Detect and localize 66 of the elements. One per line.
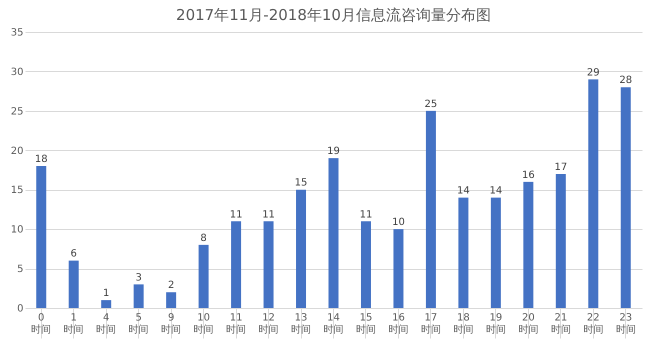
data-label: 10 xyxy=(392,217,405,228)
bar xyxy=(296,190,306,308)
data-label: 18 xyxy=(34,154,48,166)
bar xyxy=(68,260,79,308)
data-label: 25 xyxy=(424,98,438,110)
x-tick-label: 23 时间 xyxy=(616,312,636,336)
data-label: 1 xyxy=(102,288,110,300)
x-tick-label: 14 时间 xyxy=(324,312,344,336)
data-label: 2 xyxy=(168,280,174,292)
data-label: 14 xyxy=(490,186,502,197)
bar xyxy=(556,174,566,308)
x-tick-label: 0 时间 xyxy=(31,312,52,336)
x-tick-label: 21 时间 xyxy=(550,312,571,336)
bar xyxy=(36,166,46,308)
x-tick-label: 17 时间 xyxy=(420,312,441,336)
y-tick-label: 10 xyxy=(10,224,24,236)
x-tick-label: 1 时间 xyxy=(64,312,84,336)
x-tick-label: 12 时间 xyxy=(258,312,279,336)
bar xyxy=(458,198,468,308)
y-tick-label: 35 xyxy=(10,28,24,38)
x-tick-label: 20 时间 xyxy=(518,312,538,336)
bar xyxy=(588,79,598,308)
x-tick-label: 10 时间 xyxy=(194,312,214,336)
x-tick-label: 11 时间 xyxy=(226,312,246,336)
bar xyxy=(231,221,242,308)
x-tick-label: 5 时间 xyxy=(128,312,149,336)
data-label: 29 xyxy=(586,67,600,78)
bar xyxy=(620,87,631,308)
bar xyxy=(264,221,274,308)
x-tick-label: 22 时间 xyxy=(583,312,604,336)
x-tick-label: 9 时间 xyxy=(161,312,182,336)
bar xyxy=(490,198,501,308)
bar xyxy=(360,221,371,308)
bar xyxy=(393,229,404,308)
data-label: 16 xyxy=(522,170,535,181)
data-label: 11 xyxy=(360,209,372,220)
bar xyxy=(328,158,338,308)
x-tick-label: 4 时间 xyxy=(96,312,116,336)
y-tick-label: 0 xyxy=(17,304,24,314)
data-label: 8 xyxy=(200,232,207,244)
x-tick-label: 18 时间 xyxy=(453,312,474,336)
y-tick-label: 30 xyxy=(10,66,24,78)
data-label: 17 xyxy=(554,162,568,173)
data-label: 3 xyxy=(135,272,142,284)
bar xyxy=(523,182,534,308)
chart-title: 2017年11月-2018年10月信息流咨询量分布图 xyxy=(176,6,491,24)
data-label: 15 xyxy=(294,178,308,189)
data-label: 11 xyxy=(262,209,275,220)
x-tick-label: 19 时间 xyxy=(486,312,506,336)
data-label: 28 xyxy=(619,75,632,86)
y-tick-label: 5 xyxy=(17,264,24,276)
y-tick-label: 15 xyxy=(10,185,24,196)
data-label: 19 xyxy=(327,146,340,158)
bar xyxy=(101,300,112,308)
data-label: 14 xyxy=(457,186,470,197)
x-tick-label: 13 时间 xyxy=(291,312,312,336)
bar xyxy=(166,292,176,308)
bar xyxy=(426,110,436,308)
data-label: 11 xyxy=(230,209,242,220)
bar xyxy=(198,244,209,308)
y-tick-label: 20 xyxy=(10,146,24,157)
x-tick-label: 15 时间 xyxy=(356,312,376,336)
data-label: 6 xyxy=(70,248,77,260)
y-tick-label: 25 xyxy=(10,106,24,118)
x-tick-label: 16 时间 xyxy=(388,312,408,336)
bar xyxy=(134,284,144,308)
